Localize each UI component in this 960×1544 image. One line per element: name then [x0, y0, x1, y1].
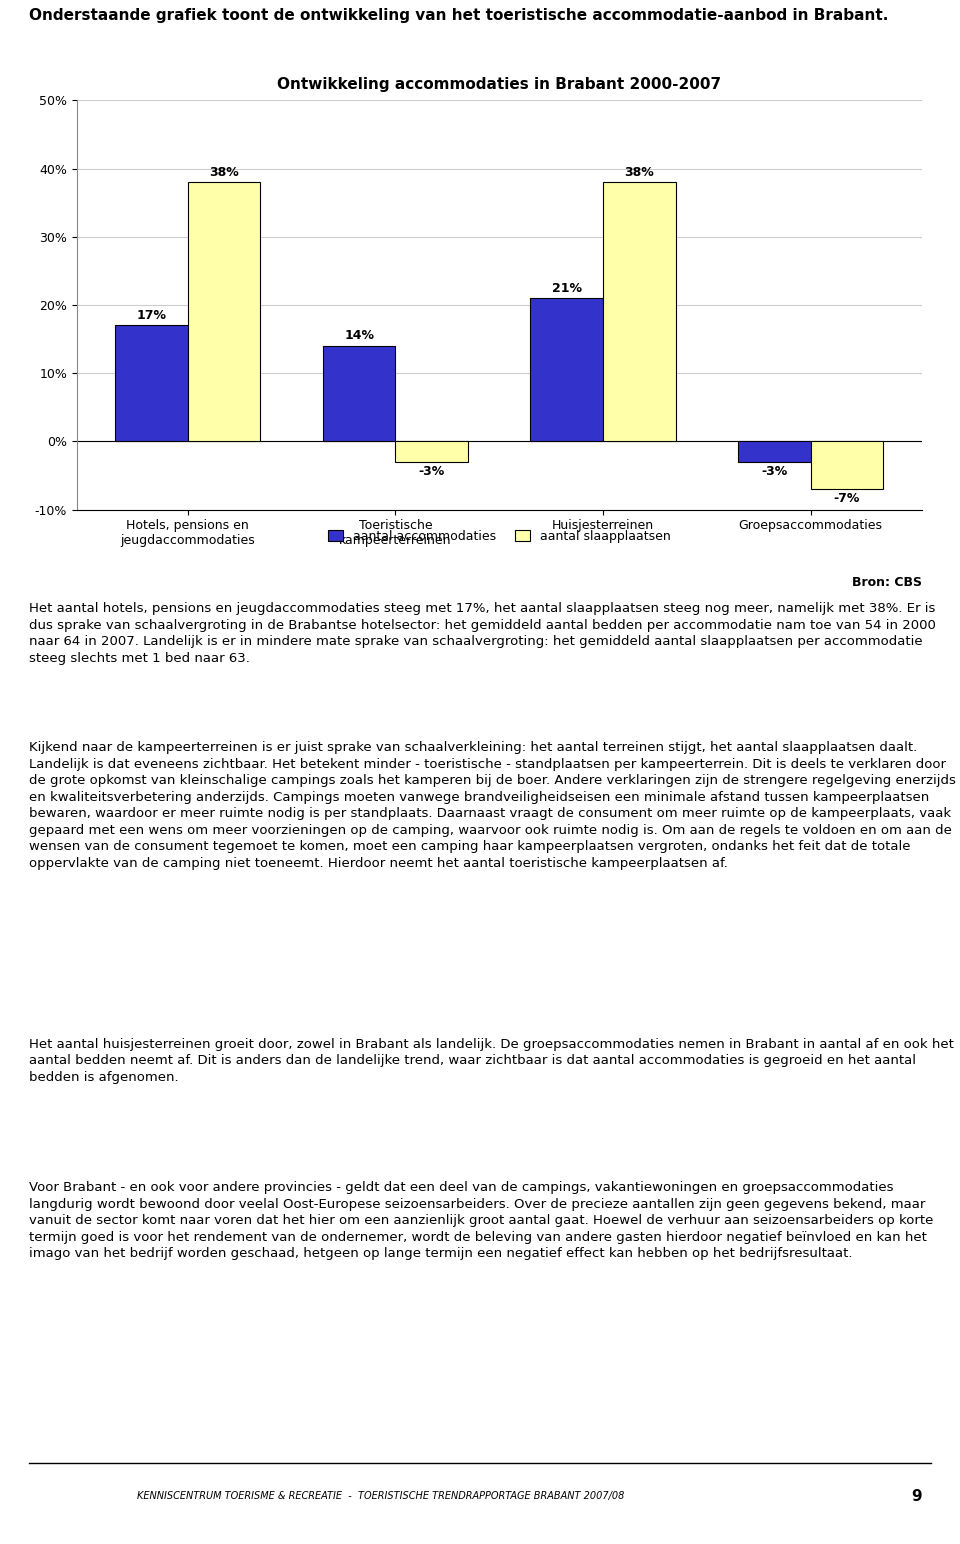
Text: -3%: -3% [761, 465, 787, 479]
Bar [603, 182, 676, 442]
Text: 14%: 14% [344, 329, 374, 343]
Text: Onderstaande grafiek toont de ontwikkeling van het toeristische accommodatie-aan: Onderstaande grafiek toont de ontwikkeli… [29, 8, 888, 23]
Text: 38%: 38% [624, 165, 654, 179]
Bar [396, 442, 468, 462]
Bar [530, 298, 603, 442]
Text: 9: 9 [912, 1488, 923, 1504]
Text: Kijkend naar de kampeerterreinen is er juist sprake van schaalverkleining: het a: Kijkend naar de kampeerterreinen is er j… [29, 741, 955, 869]
Bar [810, 442, 883, 489]
Legend: aantal accommodaties, aantal slaapplaatsen: aantal accommodaties, aantal slaapplaats… [328, 530, 670, 543]
Bar [323, 346, 396, 442]
Text: 17%: 17% [136, 309, 166, 323]
Bar [115, 326, 188, 442]
Text: Voor Brabant - en ook voor andere provincies - geldt dat een deel van de camping: Voor Brabant - en ook voor andere provin… [29, 1181, 933, 1260]
Text: Het aantal hotels, pensions en jeugdaccommodaties steeg met 17%, het aantal slaa: Het aantal hotels, pensions en jeugdacco… [29, 602, 936, 664]
Text: 21%: 21% [552, 281, 582, 295]
Text: -7%: -7% [833, 493, 860, 505]
Bar [188, 182, 260, 442]
Title: Ontwikkeling accommodaties in Brabant 2000-2007: Ontwikkeling accommodaties in Brabant 20… [277, 77, 721, 93]
Bar [738, 442, 810, 462]
Text: 38%: 38% [209, 165, 239, 179]
Text: -3%: -3% [419, 465, 444, 479]
Text: Bron: CBS: Bron: CBS [852, 576, 922, 590]
Text: KENNISCENTRUM TOERISME & RECREATIE  -  TOERISTISCHE TRENDRAPPORTAGE BRABANT 2007: KENNISCENTRUM TOERISME & RECREATIE - TOE… [137, 1492, 624, 1501]
Text: Het aantal huisjesterreinen groeit door, zowel in Brabant als landelijk. De groe: Het aantal huisjesterreinen groeit door,… [29, 1038, 953, 1084]
